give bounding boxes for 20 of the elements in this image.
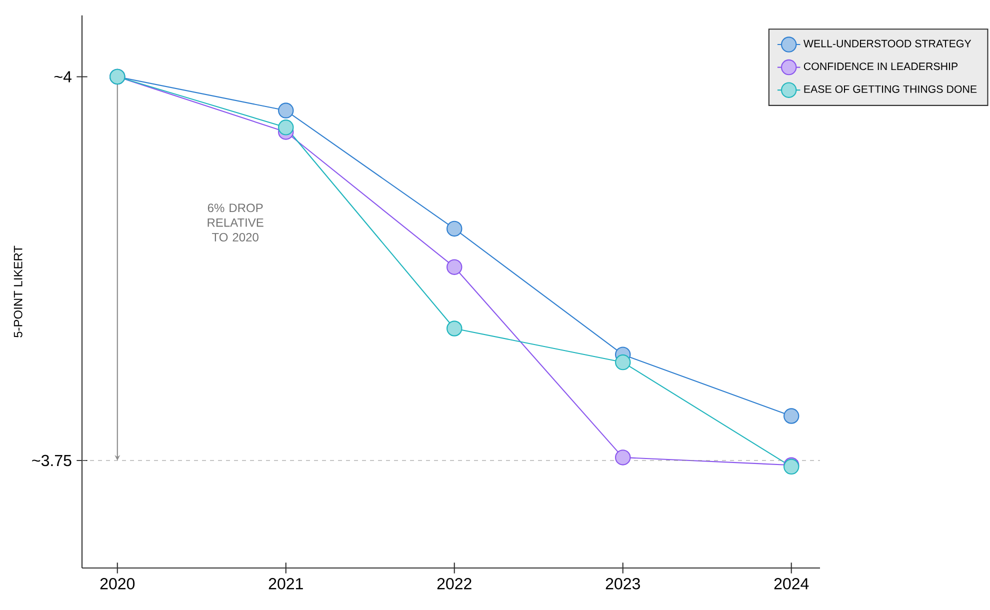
- legend-label: CONFIDENCE IN LEADERSHIP: [804, 62, 958, 70]
- y-axis-title: 5-POINT LIKERT: [14, 246, 22, 338]
- y-tick-label: ~3.75: [32, 454, 72, 466]
- x-tick-label: 2024: [774, 578, 809, 590]
- point: [446, 259, 462, 275]
- x-tick-label: 2023: [606, 578, 640, 590]
- legend-label: WELL-UNDERSTOOD STRATEGY: [803, 40, 972, 48]
- point: [278, 120, 294, 136]
- point: [615, 354, 631, 370]
- legend-label: EASE OF GETTING THINGS DONE: [804, 85, 977, 93]
- x-tick-label: 2022: [437, 578, 472, 590]
- y-tick-label: ~4: [54, 71, 72, 82]
- point: [783, 408, 800, 424]
- x-tick-label: 2021: [268, 578, 303, 590]
- point: [278, 102, 294, 118]
- point: [446, 220, 462, 237]
- point: [446, 320, 462, 336]
- x-tick-label: 2020: [100, 578, 135, 590]
- point: [615, 450, 631, 466]
- annotation: 6% DROP RELATIVE TO 2020: [208, 204, 264, 242]
